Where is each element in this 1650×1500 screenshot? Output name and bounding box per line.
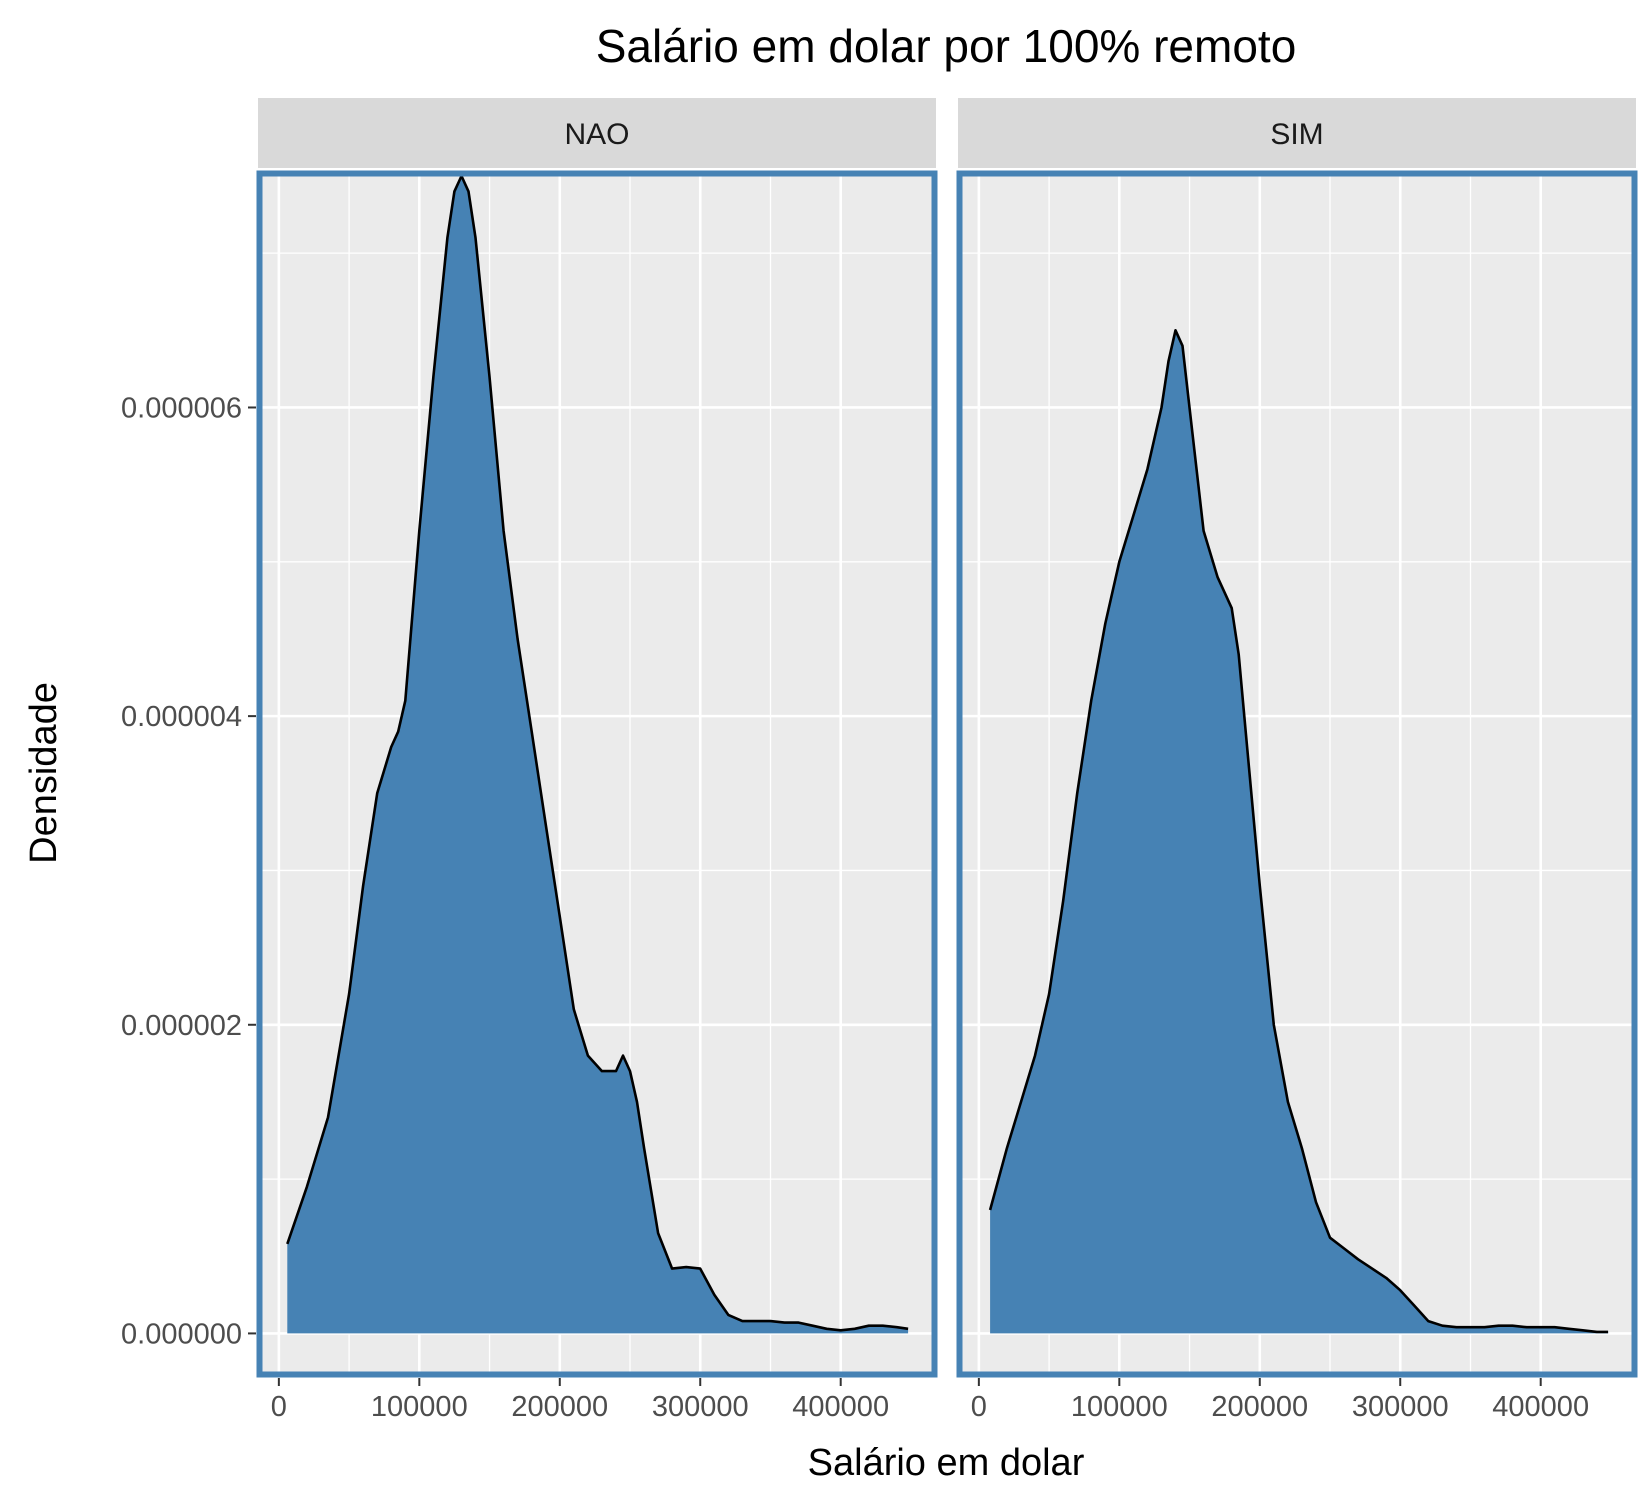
- x-tick-label: 0: [971, 1391, 987, 1423]
- x-tick-label: 400000: [792, 1391, 889, 1423]
- y-tick-label: 0.000002: [121, 1010, 242, 1042]
- density-area-nao: [287, 176, 909, 1334]
- facet-panels: NAO 0 100000 200000 300000 400000 SIM 0 100000 20…: [256, 98, 1638, 1423]
- x-tick-label: 100000: [1071, 1391, 1168, 1423]
- x-tick-label: 0: [271, 1391, 287, 1423]
- x-tick-label: 300000: [652, 1391, 749, 1423]
- chart-title: Salário em dolar por 100% remoto: [596, 20, 1297, 72]
- x-tick-label: 100000: [371, 1391, 468, 1423]
- panel-sim: SIM 0 100000 200000 300000 400000: [956, 98, 1638, 1423]
- x-tick-label: 400000: [1492, 1391, 1589, 1423]
- y-tick-label: 0.000006: [121, 392, 242, 424]
- x-tick-label: 200000: [511, 1391, 608, 1423]
- panel-border-nao: [256, 170, 938, 1378]
- strip-label-sim: SIM: [1270, 118, 1323, 151]
- panel-nao: NAO 0 100000 200000 300000 400000: [256, 98, 938, 1423]
- x-axis-title: Salário em dolar: [808, 1442, 1085, 1484]
- strip-label-nao: NAO: [564, 118, 629, 151]
- x-tick-label: 200000: [1211, 1391, 1308, 1423]
- y-axis: 0.000000 0.000002 0.000004 0.000006: [121, 392, 256, 1350]
- density-line-sim: [988, 329, 1609, 1334]
- y-tick-label: 0.000000: [121, 1318, 242, 1350]
- density-area-sim: [990, 330, 1609, 1334]
- x-tick-label: 300000: [1352, 1391, 1449, 1423]
- strip-background-sim: [958, 98, 1636, 168]
- strip-background-nao: [258, 98, 936, 168]
- y-tick-label: 0.000004: [121, 701, 242, 733]
- y-axis-title: Densidade: [23, 682, 65, 864]
- density-line-nao: [286, 174, 909, 1332]
- panel-border-sim: [956, 170, 1638, 1378]
